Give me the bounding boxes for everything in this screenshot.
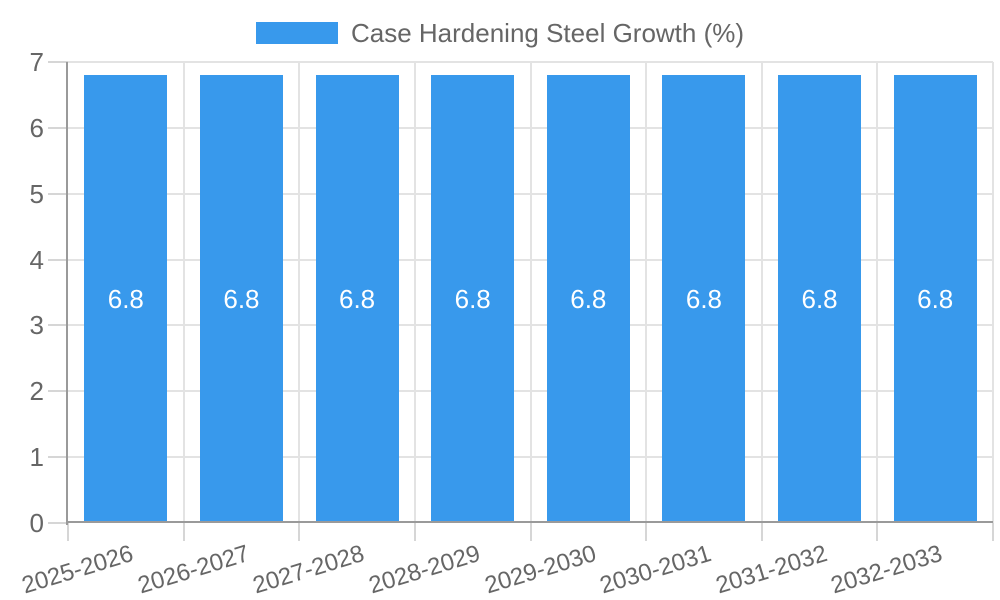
v-gridline <box>298 62 301 523</box>
x-axis-tick <box>876 523 879 541</box>
x-axis-tick <box>67 523 69 541</box>
y-axis-tick <box>48 324 68 327</box>
v-gridline <box>645 62 648 523</box>
bar[interactable] <box>893 75 977 523</box>
y-axis-tick-label: 1 <box>29 442 44 473</box>
y-axis-tick-label: 0 <box>29 508 44 538</box>
x-axis-tick-label: 2030-2031 <box>596 540 715 600</box>
bar[interactable] <box>431 75 515 523</box>
bar[interactable] <box>662 75 746 523</box>
v-gridline <box>182 62 185 523</box>
x-axis-tick <box>992 523 994 541</box>
x-axis-tick-label: 2028-2029 <box>365 540 484 600</box>
chart-legend[interactable]: Case Hardening Steel Growth (%) <box>0 20 1000 46</box>
y-axis-line <box>66 62 68 525</box>
y-axis-tick-label: 3 <box>29 310 44 341</box>
v-gridline <box>992 62 994 523</box>
x-axis-tick-label: 2025-2026 <box>18 540 137 600</box>
y-axis-tick <box>48 126 68 129</box>
y-axis-tick <box>48 192 68 195</box>
y-axis-tick <box>48 522 68 524</box>
x-axis-tick <box>298 523 301 541</box>
y-axis-tick <box>48 390 68 393</box>
x-axis-tick-label: 2029-2030 <box>481 540 599 600</box>
v-gridline <box>529 62 532 523</box>
v-gridline <box>760 62 763 523</box>
y-axis-tick-label: 4 <box>29 244 44 275</box>
y-axis-tick-label: 5 <box>29 178 44 209</box>
x-axis-tick <box>760 523 763 541</box>
x-axis-tick <box>413 523 416 541</box>
bar[interactable] <box>315 75 399 523</box>
bar[interactable] <box>84 75 168 523</box>
y-axis-tick-label: 7 <box>29 47 44 77</box>
x-axis-tick <box>182 523 185 541</box>
legend-swatch <box>255 22 338 44</box>
y-axis-tick-label: 2 <box>29 376 44 407</box>
x-axis-tick-label: 2032-2033 <box>828 540 946 600</box>
y-axis-tick <box>48 456 68 459</box>
v-gridline <box>876 62 879 523</box>
x-axis-tick <box>529 523 532 541</box>
y-axis-tick <box>48 61 68 63</box>
bar[interactable] <box>546 75 630 523</box>
y-axis-tick <box>48 258 68 261</box>
x-axis-tick-label: 2026-2027 <box>134 540 253 600</box>
x-axis-tick-label: 2027-2028 <box>250 540 368 600</box>
bar[interactable] <box>778 75 862 523</box>
x-axis-tick-label: 2031-2032 <box>712 540 831 600</box>
legend-label: Case Hardening Steel Growth (%) <box>350 18 745 48</box>
v-gridline <box>413 62 416 523</box>
x-axis-line <box>66 521 993 523</box>
x-axis-tick <box>645 523 648 541</box>
y-axis-tick-label: 6 <box>29 112 44 143</box>
bar[interactable] <box>199 75 283 523</box>
